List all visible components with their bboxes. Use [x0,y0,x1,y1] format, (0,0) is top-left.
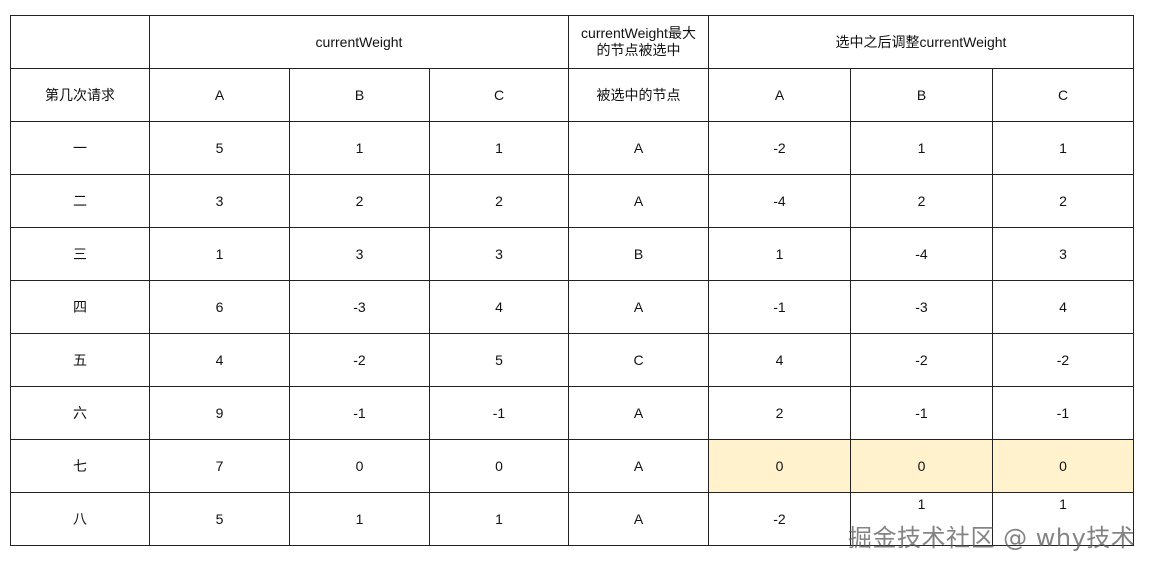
value-cell: 4 [992,280,1134,334]
subheader-cell: B [289,68,430,122]
value-cell: 7 [149,439,290,493]
value-cell: -1 [992,386,1134,440]
header-current-weight: currentWeight [149,15,569,69]
value-cell: 2 [992,174,1134,228]
value-cell: -2 [289,333,430,387]
value-cell: -1 [289,386,430,440]
value-cell: A [568,386,709,440]
value-cell: 5 [149,121,290,175]
value-cell: 5 [149,492,290,546]
value-cell: 2 [850,174,993,228]
value-cell: A [568,280,709,334]
subheader-cell: A [149,68,290,122]
value-cell: 1 [289,121,430,175]
value-cell: -4 [708,174,851,228]
value-cell: 1 [992,492,1134,546]
value-cell: -1 [850,386,993,440]
value-cell: 2 [289,174,430,228]
value-cell: B [568,227,709,281]
table-row: 一 5 1 1 A -2 1 1 [10,121,1134,175]
value-cell: 0 [708,439,851,493]
value-cell: 1 [429,121,569,175]
value-cell: 1 [992,121,1134,175]
table-row: 六 9 -1 -1 A 2 -1 -1 [10,386,1134,440]
subheader-cell: 被选中的节点 [568,68,709,122]
value-cell: 1 [850,121,993,175]
value-cell: A [568,121,709,175]
value-cell: -2 [708,121,851,175]
subheader-cell: B [850,68,993,122]
value-cell: 1 [429,492,569,546]
weighted-round-robin-table: currentWeight currentWeight最大的节点被选中 选中之后… [10,15,1134,546]
table-row: 八 5 1 1 A -2 1 1 [10,492,1134,546]
value-cell: A [568,492,709,546]
value-cell: 0 [850,439,993,493]
value-cell: 0 [429,439,569,493]
value-cell: C [568,333,709,387]
value-cell: 4 [429,280,569,334]
value-cell: 1 [708,227,851,281]
watermark: 掘金技术社区 @ why技术 [848,524,1136,552]
subheader-cell: C [992,68,1134,122]
value-cell: 1 [289,492,430,546]
value-cell: 5 [429,333,569,387]
request-label-cell: 四 [10,280,150,334]
table-row: 二 3 2 2 A -4 2 2 [10,174,1134,228]
request-label-cell: 七 [10,439,150,493]
request-label-cell: 五 [10,333,150,387]
request-label-cell: 三 [10,227,150,281]
header-empty [10,15,150,69]
value-cell: 9 [149,386,290,440]
table-row: 三 1 3 3 B 1 -4 3 [10,227,1134,281]
request-label-cell: 二 [10,174,150,228]
value-cell: A [568,439,709,493]
value-cell: 1 [850,492,993,546]
value-cell: -3 [289,280,430,334]
value-cell: -1 [429,386,569,440]
request-label-cell: 八 [10,492,150,546]
value-cell: A [568,174,709,228]
value-cell: 4 [708,333,851,387]
value-cell: 3 [289,227,430,281]
header-max-selected: currentWeight最大的节点被选中 [568,15,709,69]
value-cell: 4 [149,333,290,387]
header-after-adjust: 选中之后调整currentWeight [708,15,1134,69]
table-row: 五 4 -2 5 C 4 -2 -2 [10,333,1134,387]
value-cell: 3 [429,227,569,281]
request-label-cell: 一 [10,121,150,175]
value-cell: -2 [850,333,993,387]
subheader-cell: A [708,68,851,122]
value-cell: 2 [429,174,569,228]
value-cell: 2 [708,386,851,440]
value-cell: -2 [992,333,1134,387]
table-row: 四 6 -3 4 A -1 -3 4 [10,280,1134,334]
subheader-cell: 第几次请求 [10,68,150,122]
value-cell: 3 [149,174,290,228]
value-cell: -4 [850,227,993,281]
value-cell: 1 [149,227,290,281]
value-cell: -3 [850,280,993,334]
value-cell: -1 [708,280,851,334]
request-label-cell: 六 [10,386,150,440]
header-row-top: currentWeight currentWeight最大的节点被选中 选中之后… [10,15,1134,69]
header-row-sub: 第几次请求 A B C 被选中的节点 A B C [10,68,1134,122]
value-cell: -2 [708,492,851,546]
value-cell: 0 [992,439,1134,493]
value-cell: 6 [149,280,290,334]
value-cell: 0 [289,439,430,493]
subheader-cell: C [429,68,569,122]
value-cell: 3 [992,227,1134,281]
